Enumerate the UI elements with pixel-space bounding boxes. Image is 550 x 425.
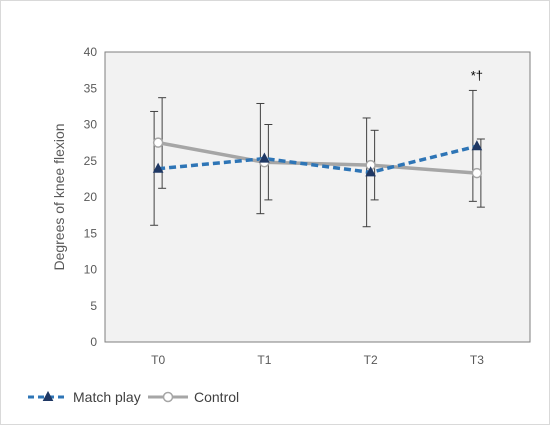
x-tick-label: T0 [151,353,165,367]
y-tick-label: 15 [84,226,98,240]
series-line-match-play [157,144,478,175]
data-point-match-play [471,140,483,151]
y-tick-label: 10 [84,263,98,277]
x-tick-label: T1 [257,353,271,367]
y-tick-label: 35 [84,81,98,95]
y-axis-title: Degrees of knee flexion [51,123,67,270]
x-tick-label: T3 [470,353,484,367]
y-tick-label: 20 [84,190,98,204]
data-point-match-play [365,166,376,177]
y-tick-label: 25 [84,154,98,168]
legend-label-match-play: Match play [73,389,141,405]
y-tick-label: 40 [84,45,98,59]
plot-area [104,51,531,343]
significance-annotation: *† [471,68,483,83]
data-point-match-play [152,162,164,173]
x-tick-label: T2 [364,353,378,367]
series-line-control [157,140,478,175]
legend-label-control: Control [194,389,239,405]
legend-marker-match-play [42,390,54,401]
legend-marker-control [162,391,174,403]
data-point-match-play [259,152,270,163]
y-tick-label: 0 [90,335,97,349]
y-tick-label: 30 [84,118,98,132]
y-tick-label: 5 [90,299,97,313]
data-point-control [471,167,483,179]
data-point-control [152,137,164,148]
